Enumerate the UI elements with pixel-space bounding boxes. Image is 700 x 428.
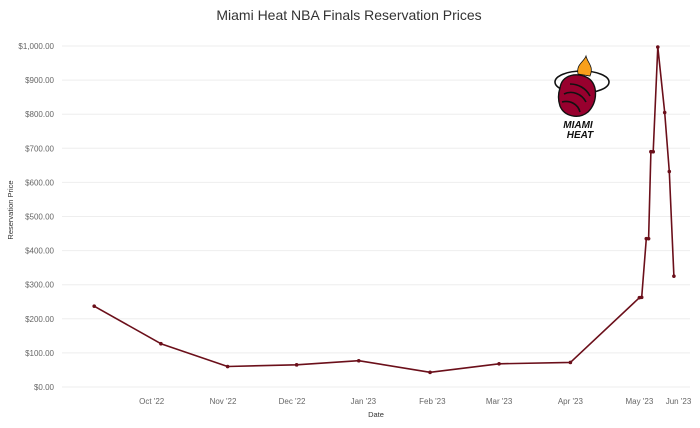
x-axis-title: Date (368, 410, 384, 419)
data-point (92, 304, 97, 308)
x-tick-label: Oct '22 (139, 397, 165, 406)
x-tick-label: Nov '22 (210, 397, 237, 406)
data-point (294, 363, 299, 367)
y-tick-label: $400.00 (25, 247, 54, 256)
data-point (428, 370, 432, 375)
miami-heat-logo: MIAMI HEAT (554, 54, 610, 141)
x-tick-label: Jun '23 (666, 397, 692, 406)
logo-text-heat: HEAT (567, 130, 594, 141)
data-point (356, 358, 361, 363)
y-tick-label: $0.00 (34, 383, 55, 392)
data-point (639, 295, 644, 300)
y-tick-label: $700.00 (25, 144, 54, 153)
x-axis-ticks: Oct '22 Nov '22 Dec '22 Jan '23 Feb '23 Mar '… (139, 397, 692, 406)
x-tick-label: Apr '23 (558, 397, 584, 406)
y-tick-label: $500.00 (25, 213, 54, 222)
y-axis-title: Reservation Price (6, 180, 15, 239)
y-axis-ticks: $0.00 $100.00 $200.00 $300.00 $400.00 $500.00… (18, 42, 54, 392)
data-point (662, 110, 667, 115)
flame-icon (577, 54, 592, 77)
x-tick-label: Jan '23 (351, 397, 377, 406)
y-tick-label: $600.00 (25, 178, 54, 187)
x-tick-label: May '23 (626, 397, 654, 406)
data-point (225, 364, 230, 369)
data-point (568, 360, 573, 365)
y-tick-label: $800.00 (25, 110, 54, 119)
chart-title: Miami Heat NBA Finals Reservation Prices (216, 7, 481, 23)
logo-text-miami: MIAMI (563, 120, 593, 131)
data-point (646, 236, 651, 241)
data-point (159, 341, 163, 346)
y-tick-label: $1,000.00 (18, 42, 54, 51)
y-tick-label: $900.00 (25, 76, 54, 85)
data-point (655, 45, 660, 49)
x-tick-label: Feb '23 (419, 397, 446, 406)
data-point (667, 169, 672, 174)
y-tick-label: $100.00 (25, 349, 54, 358)
data-point (672, 274, 676, 278)
basketball-icon (557, 74, 597, 117)
data-point (497, 362, 501, 366)
data-point (651, 149, 655, 154)
x-tick-label: Mar '23 (486, 397, 513, 406)
series-layer (92, 45, 676, 375)
x-tick-label: Dec '22 (279, 397, 306, 406)
y-tick-label: $300.00 (25, 281, 54, 290)
y-tick-label: $200.00 (25, 315, 54, 324)
